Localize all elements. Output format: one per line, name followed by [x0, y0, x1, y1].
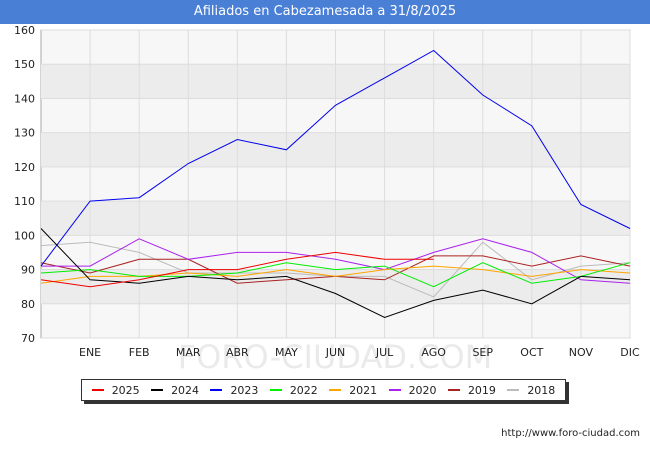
legend-label: 2019: [467, 383, 496, 397]
y-tick-label: 80: [21, 298, 35, 311]
legend-item-2023: 2023: [210, 384, 258, 397]
legend-swatch: [151, 389, 164, 391]
legend-item-2024: 2024: [151, 384, 199, 397]
y-tick-label: 70: [21, 332, 35, 345]
legend-label: 2020: [408, 383, 437, 397]
legend-swatch: [91, 389, 104, 391]
source-url: http://www.foro-ciudad.com: [501, 428, 640, 439]
x-tick-label: NOV: [569, 346, 594, 359]
legend: 2025 2024 2023 2022 2021 2020 2019 2018: [81, 379, 566, 401]
series-line-2022: [40, 262, 631, 288]
legend-label: 2018: [527, 383, 556, 397]
legend-swatch: [329, 389, 342, 391]
legend-swatch: [388, 389, 401, 391]
y-tick-label: 140: [14, 92, 35, 105]
x-tick-label: DIC: [620, 346, 640, 359]
series-line-2023: [40, 49, 631, 267]
legend-swatch: [507, 389, 520, 391]
legend-swatch: [269, 389, 282, 391]
legend-label: 2025: [111, 383, 140, 397]
legend-label: 2023: [230, 383, 259, 397]
legend-label: 2022: [289, 383, 318, 397]
x-tick-label: JUN: [325, 346, 346, 359]
y-tick-label: 90: [21, 264, 35, 277]
series-line-2025: [40, 251, 434, 288]
x-tick-label: ENE: [79, 346, 101, 359]
legend-item-2018: 2018: [507, 384, 555, 397]
legend-label: 2024: [171, 383, 200, 397]
x-tick-label: MAR: [176, 346, 201, 359]
legend-swatch: [210, 389, 223, 391]
series-line-2024: [40, 228, 631, 319]
x-tick-label: AGO: [421, 346, 446, 359]
x-tick-label: MAY: [275, 346, 298, 359]
series-line-2020: [41, 238, 631, 284]
y-tick-label: 150: [14, 58, 35, 71]
legend-item-2025: 2025: [91, 383, 140, 397]
legend-swatch: [447, 389, 460, 391]
legend-item-2019: 2019: [447, 383, 496, 397]
watermark: FORO-CIUDAD.COM: [178, 338, 493, 376]
y-tick-label: 160: [14, 24, 35, 37]
x-tick-label: OCT: [520, 346, 543, 359]
y-tick-label: 100: [14, 229, 35, 242]
x-tick-label: ABR: [226, 346, 249, 359]
y-tick-label: 130: [14, 127, 35, 140]
legend-label: 2021: [349, 383, 378, 397]
chart-title: Afiliados en Cabezamesada a 31/8/2025: [0, 0, 650, 24]
y-tick-label: 120: [14, 161, 35, 174]
x-tick-label: SEP: [472, 346, 493, 359]
x-tick-label: JUL: [375, 346, 394, 359]
legend-item-2022: 2022: [269, 383, 318, 397]
x-tick-label: FEB: [129, 346, 150, 359]
y-tick-label: 110: [14, 195, 35, 208]
legend-item-2021: 2021: [329, 384, 377, 397]
legend-item-2020: 2020: [388, 383, 437, 397]
